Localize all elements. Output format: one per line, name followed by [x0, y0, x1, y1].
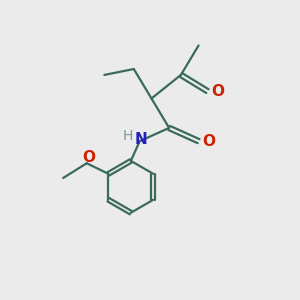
- Text: O: O: [211, 84, 224, 99]
- Text: N: N: [135, 132, 148, 147]
- Text: O: O: [82, 150, 95, 165]
- Text: O: O: [202, 134, 215, 149]
- Text: H: H: [122, 129, 133, 143]
